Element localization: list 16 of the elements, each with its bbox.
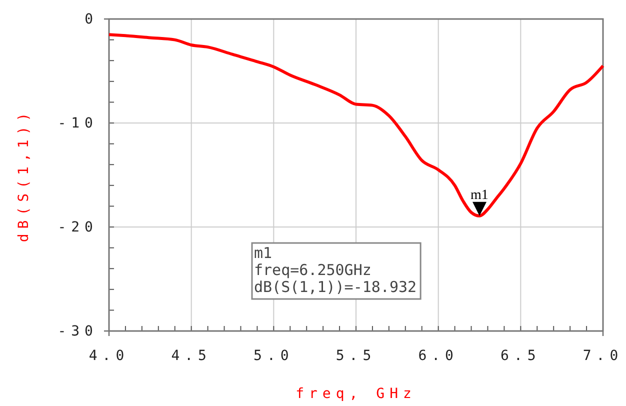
y-tick-label: -20	[58, 219, 98, 236]
x-axis-title: freq, GHz	[296, 386, 416, 402]
line-series	[108, 33, 604, 218]
x-tick-label: 4.0	[88, 348, 130, 364]
x-tick-label: 7.0	[582, 348, 624, 364]
x-tick-label: 6.0	[418, 348, 458, 364]
y-tick-label: -30	[58, 323, 98, 340]
x-tick-label: 6.5	[500, 348, 541, 364]
y-tick-label: -10	[58, 115, 98, 132]
y-tick-label: 0	[84, 11, 98, 28]
x-tick-label: 5.0	[254, 348, 294, 364]
x-tick-label: 5.5	[336, 348, 376, 364]
x-tick-label: 4.5	[171, 348, 212, 364]
annotation: m1	[470, 188, 488, 203]
y-axis-title: dB(S(1,1))	[16, 108, 32, 242]
annotation: m1 freq=6.250GHz dB(S(1,1))=-18.932	[254, 244, 417, 296]
